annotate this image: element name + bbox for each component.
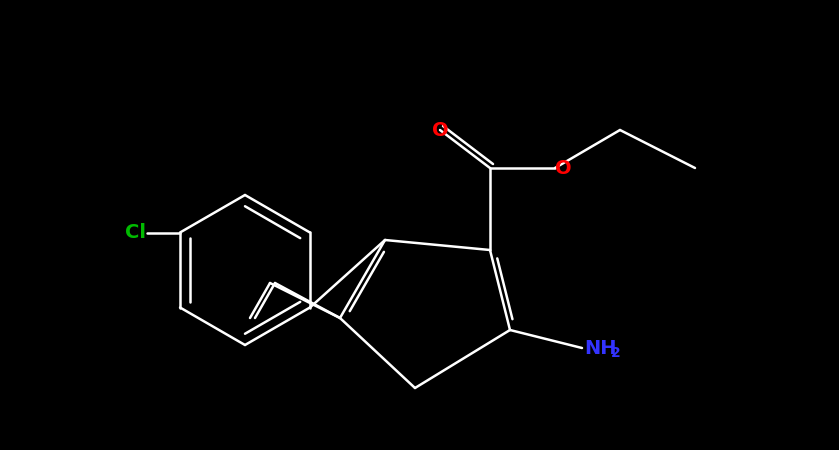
- Text: 2: 2: [611, 346, 621, 360]
- Text: Cl: Cl: [124, 223, 145, 242]
- Text: NH: NH: [584, 338, 617, 357]
- Text: O: O: [555, 158, 571, 177]
- Text: O: O: [432, 121, 448, 140]
